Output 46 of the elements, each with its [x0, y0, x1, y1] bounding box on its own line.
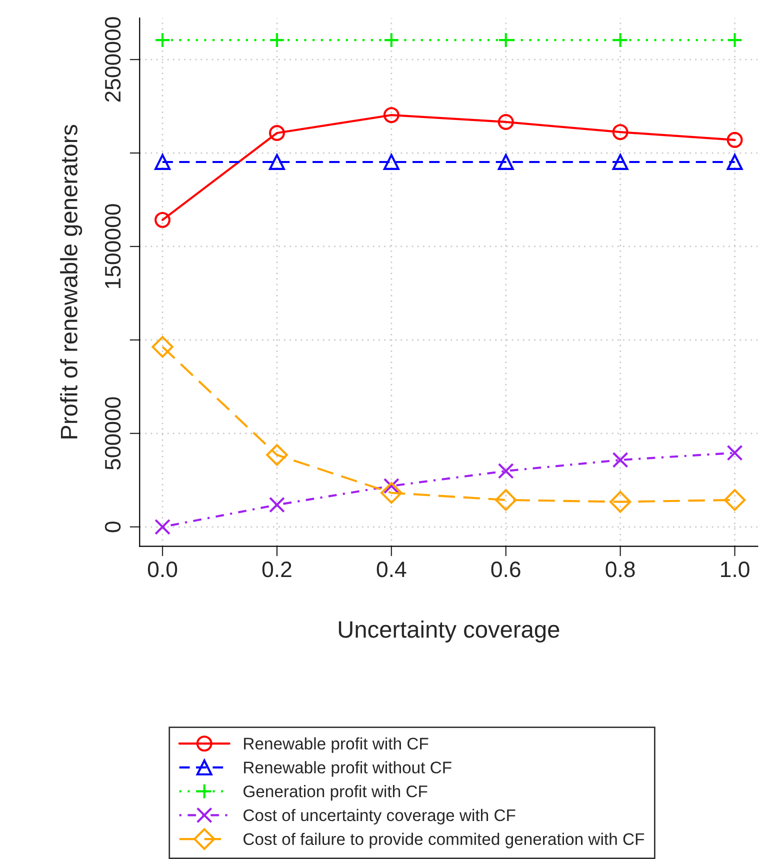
point	[612, 154, 628, 170]
point	[383, 154, 400, 170]
point	[498, 32, 514, 48]
point	[154, 212, 171, 228]
point	[498, 114, 514, 130]
point	[268, 154, 285, 170]
x-tick-label: 0.6	[491, 561, 520, 578]
y-axis-title: Profit of renewable generators	[60, 124, 82, 438]
point	[268, 496, 285, 513]
point	[154, 154, 171, 170]
y-tick-label: 500000	[104, 397, 121, 470]
x-tick-label: 0.4	[376, 561, 406, 578]
point	[726, 32, 743, 48]
point	[380, 482, 402, 504]
legend-label: Generation profit with CF	[244, 785, 428, 801]
point	[726, 132, 743, 148]
point	[495, 489, 517, 511]
point	[612, 124, 628, 140]
y-tick-label: 0	[104, 522, 121, 532]
point	[726, 154, 743, 170]
point	[154, 32, 171, 48]
y-tick-label: 2500000	[104, 17, 121, 102]
legend-label: Cost of uncertainty coverage with CF	[244, 808, 516, 824]
point	[498, 463, 514, 479]
point	[152, 336, 174, 358]
point	[724, 489, 746, 511]
point	[726, 444, 743, 461]
x-axis-title: Uncertainty coverage	[338, 620, 560, 643]
point	[498, 154, 514, 170]
point	[609, 490, 632, 513]
point	[612, 452, 628, 468]
y-tick-label: 1500000	[104, 204, 121, 288]
x-tick-label: 0.0	[148, 561, 178, 578]
point	[268, 125, 285, 141]
x-tick-label: 1.0	[721, 561, 750, 578]
legend-label: Renewable profit with CF	[244, 737, 428, 753]
legend-label: Renewable profit without CF	[244, 761, 452, 777]
legend-label: Cost of failure to provide commited generation with CF	[244, 832, 644, 848]
x-tick-label: 0.8	[606, 561, 635, 578]
point	[266, 444, 288, 466]
point	[612, 32, 628, 48]
point	[268, 32, 285, 48]
point	[383, 32, 400, 48]
point	[154, 518, 171, 535]
x-tick-label: 0.2	[262, 561, 292, 578]
point	[383, 107, 400, 124]
